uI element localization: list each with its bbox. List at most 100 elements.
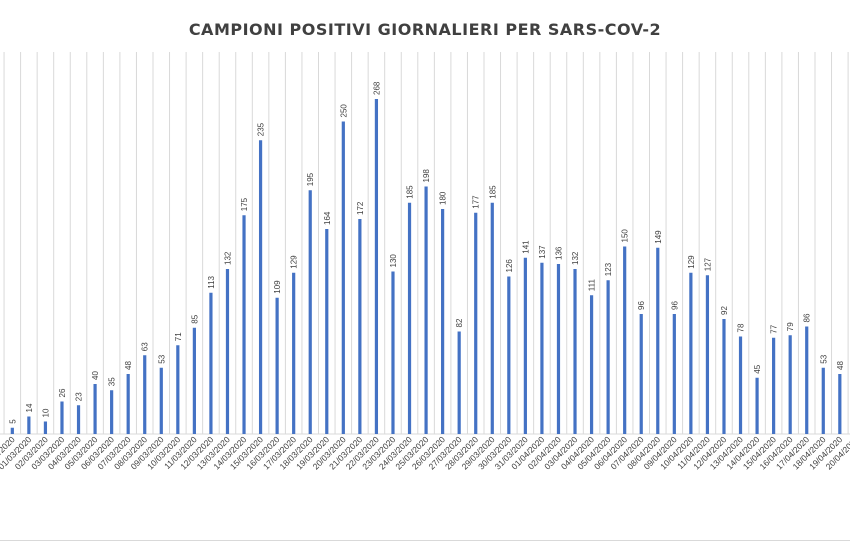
bar — [76, 405, 81, 434]
data-label: 175 — [240, 197, 249, 211]
data-label: 92 — [720, 306, 729, 315]
bar — [242, 215, 246, 434]
data-label: 132 — [571, 251, 580, 265]
bar — [623, 246, 627, 434]
data-label: 48 — [124, 361, 133, 370]
bar — [656, 247, 660, 434]
bar — [738, 336, 743, 434]
data-label: 268 — [372, 81, 381, 95]
bar — [60, 401, 64, 434]
data-label: 79 — [786, 322, 795, 331]
bar — [457, 331, 461, 434]
bar — [391, 271, 395, 434]
bar — [838, 374, 842, 434]
chart-title: CAMPIONI POSITIVI GIORNALIERI PER SARS-C… — [188, 20, 662, 39]
bar — [176, 345, 180, 434]
bar — [27, 416, 31, 434]
data-label: 23 — [75, 392, 84, 401]
bar — [556, 264, 561, 434]
data-label: 3 — [0, 421, 1, 426]
data-labels: 3514102623403548635371851131321752351091… — [0, 81, 845, 426]
bar — [192, 327, 196, 434]
bar — [672, 314, 676, 434]
bar — [374, 99, 379, 434]
data-label: 198 — [422, 169, 431, 183]
bar — [540, 262, 544, 434]
data-label: 10 — [41, 408, 50, 417]
data-label: 123 — [604, 262, 613, 276]
data-label: 35 — [108, 377, 117, 386]
x-tick-labels: 28/02/202029/02/202001/03/202002/03/2020… — [0, 434, 850, 471]
bar — [209, 292, 213, 434]
data-label: 129 — [687, 255, 696, 269]
bar — [159, 367, 163, 434]
bar — [573, 269, 577, 434]
data-label: 235 — [257, 122, 266, 136]
bar — [424, 186, 428, 434]
data-label: 185 — [488, 185, 497, 199]
bars — [10, 99, 842, 434]
bottom-divider — [0, 540, 850, 541]
data-label: 14 — [25, 403, 34, 412]
data-label: 26 — [58, 388, 67, 397]
bar — [341, 121, 345, 434]
data-label: 78 — [737, 323, 746, 332]
data-label: 5 — [8, 419, 17, 424]
data-label: 96 — [637, 301, 646, 310]
bar — [589, 295, 594, 434]
bar — [325, 229, 329, 434]
data-label: 132 — [223, 251, 232, 265]
bar — [755, 377, 759, 434]
bar — [722, 319, 726, 434]
data-label: 180 — [439, 191, 448, 205]
bar — [126, 374, 130, 434]
data-label: 136 — [554, 246, 563, 260]
bar — [143, 355, 147, 434]
bar — [308, 190, 312, 434]
bar — [490, 202, 494, 434]
bar — [606, 280, 610, 434]
bar — [43, 421, 48, 434]
data-label: 40 — [91, 371, 100, 380]
data-label: 77 — [770, 324, 779, 333]
data-label: 126 — [505, 259, 514, 273]
data-label: 48 — [836, 361, 845, 370]
data-label: 96 — [670, 301, 679, 310]
bar — [407, 202, 412, 434]
data-label: 113 — [207, 275, 216, 288]
bar — [788, 335, 792, 434]
data-label: 137 — [538, 245, 547, 259]
bar — [507, 276, 511, 434]
data-label: 129 — [290, 255, 299, 269]
gridlines — [0, 52, 850, 435]
data-label: 111 — [588, 279, 597, 292]
bar — [474, 212, 478, 434]
data-label: 164 — [323, 211, 332, 225]
data-label: 53 — [157, 354, 166, 363]
data-label: 82 — [455, 318, 464, 327]
data-label: 172 — [356, 201, 365, 215]
data-label: 185 — [406, 185, 415, 199]
bar — [358, 219, 362, 434]
bar — [10, 427, 14, 434]
data-label: 85 — [190, 314, 199, 323]
bar — [639, 314, 643, 434]
bar — [821, 367, 825, 434]
data-label: 141 — [521, 240, 530, 254]
data-label: 130 — [389, 254, 398, 268]
bar — [275, 297, 279, 434]
data-label: 71 — [174, 332, 183, 341]
bar — [689, 272, 693, 434]
data-label: 86 — [803, 313, 812, 322]
data-label: 177 — [472, 195, 481, 209]
data-label: 63 — [141, 342, 150, 351]
data-label: 195 — [306, 172, 315, 186]
data-label: 150 — [621, 229, 630, 243]
data-label: 149 — [654, 230, 663, 244]
data-label: 250 — [339, 104, 348, 118]
bar — [258, 140, 263, 434]
data-label: 53 — [819, 354, 828, 363]
data-label: 109 — [273, 280, 282, 294]
